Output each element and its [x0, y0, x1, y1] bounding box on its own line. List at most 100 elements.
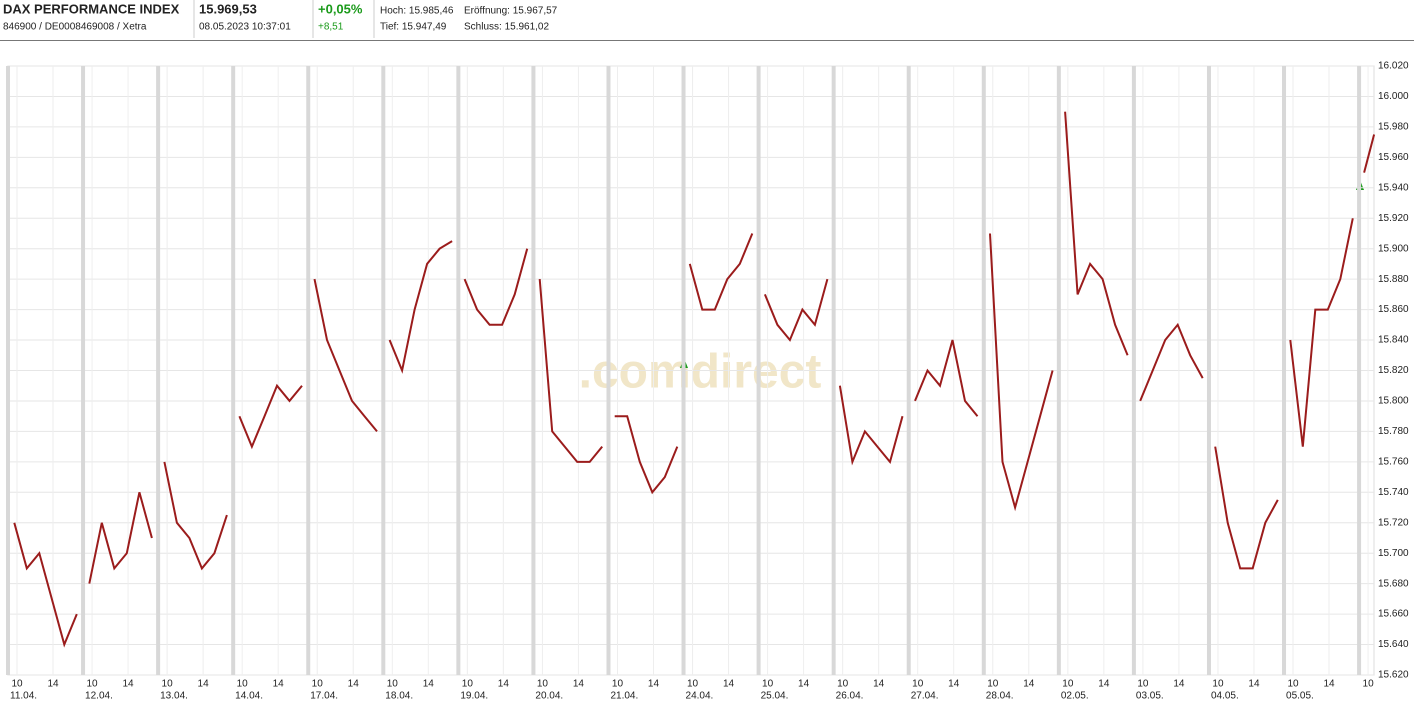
day-separator: [606, 66, 611, 675]
price-line: [163, 461, 228, 571]
price-line: [763, 278, 829, 342]
timestamp: 08.05.2023 10:37:01: [199, 22, 291, 33]
day-separator: [981, 66, 986, 675]
y-tick-label: 15.860: [1378, 304, 1409, 315]
price-line: [388, 240, 453, 374]
day-separator: [1206, 66, 1211, 675]
x-day-label: 21.04.: [610, 691, 638, 702]
y-tick-label: 15.700: [1378, 548, 1409, 559]
x-day-label: 27.04.: [911, 691, 939, 702]
x-hour-label: 10: [537, 679, 549, 690]
price-line: [13, 522, 78, 648]
price-line: [1363, 134, 1376, 173]
x-hour-label: 10: [11, 679, 23, 690]
x-hour-label: 14: [573, 679, 585, 690]
day-separator: [156, 66, 161, 675]
x-hour-label: 10: [912, 679, 924, 690]
x-day-label: 26.04.: [836, 691, 864, 702]
x-hour-label: 10: [837, 679, 849, 690]
x-hour-label: 10: [1212, 679, 1224, 690]
x-day-label: 14.04.: [235, 691, 263, 702]
x-hour-label: 10: [1363, 679, 1375, 690]
x-day-label: 05.05.: [1286, 691, 1314, 702]
x-day-label: 24.04.: [686, 691, 714, 702]
x-day-label: 12.04.: [85, 691, 113, 702]
x-day-label: 02.05.: [1061, 691, 1089, 702]
x-day-label: 20.04.: [535, 691, 563, 702]
price-line: [1289, 218, 1354, 447]
x-hour-label: 10: [687, 679, 699, 690]
x-hour-label: 14: [873, 679, 885, 690]
price-line: [614, 415, 679, 495]
watermark: .comdirect: [579, 346, 822, 399]
price-line: [989, 233, 1054, 512]
y-tick-label: 15.960: [1378, 152, 1409, 163]
x-day-label: 03.05.: [1136, 691, 1164, 702]
price-line: [1064, 111, 1129, 356]
x-hour-label: 14: [498, 679, 510, 690]
day-separator: [531, 66, 536, 675]
y-tick-label: 15.940: [1378, 182, 1409, 193]
x-hour-label: 10: [162, 679, 174, 690]
x-hour-label: 10: [1137, 679, 1149, 690]
x-hour-label: 14: [122, 679, 134, 690]
x-hour-label: 10: [987, 679, 999, 690]
day-separator: [381, 66, 386, 675]
day-separator: [231, 66, 236, 675]
change-pct: +0,05%: [318, 1, 363, 16]
x-hour-label: 14: [348, 679, 360, 690]
price-line: [463, 248, 529, 326]
y-tick-label: 15.720: [1378, 517, 1409, 528]
y-tick-label: 15.820: [1378, 365, 1409, 376]
x-day-label: 28.04.: [986, 691, 1014, 702]
x-hour-label: 14: [648, 679, 660, 690]
x-hour-label: 14: [273, 679, 285, 690]
y-tick-label: 15.780: [1378, 426, 1409, 437]
y-tick-label: 15.760: [1378, 456, 1409, 467]
x-hour-label: 14: [198, 679, 210, 690]
x-day-label: 17.04.: [310, 691, 338, 702]
x-hour-label: 14: [723, 679, 735, 690]
y-tick-label: 15.840: [1378, 335, 1409, 346]
day-separator: [756, 66, 761, 675]
day-separator: [681, 66, 686, 675]
y-tick-label: 15.740: [1378, 487, 1409, 498]
x-day-label: 04.05.: [1211, 691, 1239, 702]
day-separator: [1282, 66, 1287, 675]
price-line: [688, 233, 754, 311]
x-hour-label: 10: [762, 679, 774, 690]
price-line: [538, 279, 603, 463]
index-name: DAX PERFORMANCE INDEX: [3, 1, 180, 16]
x-hour-label: 14: [1023, 679, 1035, 690]
change-abs: +8,51: [318, 22, 344, 33]
high: Hoch: 15.985,46: [380, 6, 454, 17]
day-separator: [306, 66, 311, 675]
x-hour-label: 10: [1287, 679, 1299, 690]
y-tick-label: 15.640: [1378, 639, 1409, 650]
x-hour-label: 10: [387, 679, 399, 690]
price-line: [1139, 322, 1204, 402]
price-line: [838, 385, 904, 466]
x-hour-label: 14: [1098, 679, 1110, 690]
price-line: [914, 339, 979, 417]
x-day-label: 19.04.: [460, 691, 488, 702]
x-hour-label: 14: [423, 679, 435, 690]
x-hour-label: 14: [798, 679, 810, 690]
x-hour-label: 10: [612, 679, 624, 690]
x-day-label: 11.04.: [10, 691, 37, 702]
x-hour-label: 10: [237, 679, 249, 690]
x-day-label: 13.04.: [160, 691, 188, 702]
y-tick-label: 15.900: [1378, 243, 1409, 254]
x-hour-label: 14: [1248, 679, 1260, 690]
low: Tief: 15.947,49: [380, 22, 447, 33]
close: Schluss: 15.961,02: [464, 22, 549, 33]
x-hour-label: 10: [1062, 679, 1074, 690]
day-separator: [1056, 66, 1061, 675]
x-day-label: 18.04.: [385, 691, 413, 702]
day-separator: [906, 66, 911, 675]
price-line: [1214, 446, 1279, 570]
y-tick-label: 15.620: [1378, 670, 1409, 681]
x-hour-label: 10: [86, 679, 98, 690]
